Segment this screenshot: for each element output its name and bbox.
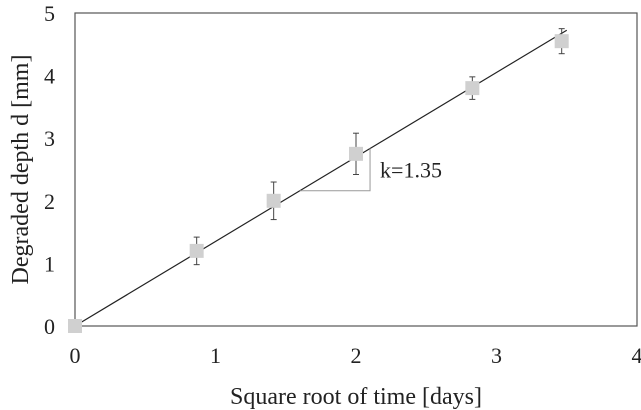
x-tick-label: 1 bbox=[210, 343, 221, 368]
x-tick-label: 3 bbox=[491, 343, 502, 368]
data-point bbox=[554, 34, 569, 49]
x-tick-label: 0 bbox=[70, 343, 81, 368]
fit-line bbox=[74, 29, 568, 327]
y-tick-label: 1 bbox=[44, 251, 55, 276]
x-tick-label: 2 bbox=[351, 343, 362, 368]
slope-triangle bbox=[299, 148, 371, 192]
data-point bbox=[349, 146, 363, 161]
data-point bbox=[465, 81, 480, 96]
y-tick-label: 4 bbox=[44, 64, 55, 89]
y-tick-label: 0 bbox=[44, 314, 55, 339]
plot-area-border bbox=[74, 12, 638, 327]
data-point bbox=[68, 319, 82, 333]
y-tick-label: 2 bbox=[44, 189, 55, 214]
data-point bbox=[266, 193, 281, 208]
x-axis-title: Square root of time [days] bbox=[230, 384, 482, 410]
slope-annotation: k=1.35 bbox=[380, 158, 442, 183]
y-tick-label: 5 bbox=[44, 1, 55, 26]
data-point bbox=[189, 243, 204, 258]
y-tick-label: 3 bbox=[44, 126, 55, 151]
x-tick-label: 4 bbox=[632, 343, 641, 368]
y-axis-title: Degraded depth d [mm] bbox=[8, 55, 34, 285]
